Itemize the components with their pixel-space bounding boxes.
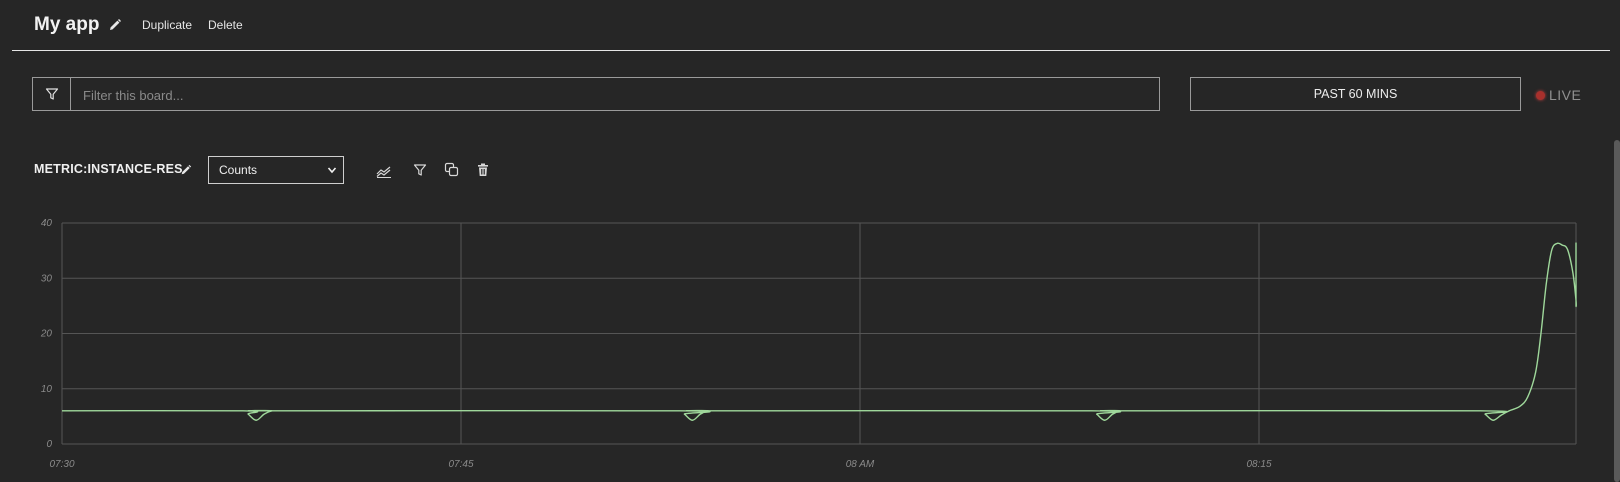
delete-button[interactable]: Delete: [208, 18, 243, 32]
live-label: LIVE: [1549, 87, 1582, 103]
metric-title: METRIC:INSTANCE-RES: [34, 162, 183, 176]
metric-line-chart: 0 10 20 30 40 07:30 07:45 08 AM 08:15: [40, 218, 1577, 470]
chart-type-icon[interactable]: [376, 164, 392, 183]
app-title: My app: [34, 14, 100, 35]
app-header: My app Duplicate Delete: [12, 0, 1610, 51]
aggregation-selected-value: Counts: [219, 163, 258, 177]
x-tick-label: 07:45: [448, 459, 473, 470]
y-tick-label: 20: [40, 329, 53, 340]
duplicate-icon[interactable]: [444, 162, 459, 182]
series-line: [61, 242, 1577, 421]
edit-title-icon[interactable]: [108, 18, 122, 37]
duplicate-button[interactable]: Duplicate: [142, 18, 193, 32]
time-range-label: PAST 60 MINS: [1313, 87, 1398, 101]
y-tick-label: 30: [41, 273, 53, 284]
metric-filter-icon[interactable]: [413, 163, 427, 182]
y-tick-label: 0: [46, 439, 52, 450]
chevron-down-icon: [327, 167, 337, 174]
trash-icon[interactable]: [477, 163, 489, 182]
board-filter: [32, 77, 1165, 112]
x-tick-label: 08 AM: [846, 459, 875, 470]
aggregation-select[interactable]: Counts: [208, 156, 344, 184]
filter-toggle-button[interactable]: [33, 78, 71, 110]
x-tick-label: 08:15: [1246, 459, 1271, 470]
edit-metric-icon[interactable]: [180, 163, 192, 181]
filter-icon: [45, 88, 58, 100]
board-filter-input[interactable]: [73, 78, 1165, 112]
x-tick-label: 07:30: [49, 459, 74, 470]
y-tick-label: 40: [41, 218, 53, 229]
live-dot-icon: [1536, 90, 1545, 100]
live-toggle[interactable]: LIVE: [1536, 87, 1581, 103]
page-scrollbar[interactable]: [1614, 140, 1620, 482]
time-range-button[interactable]: PAST 60 MINS: [1190, 77, 1521, 111]
y-tick-label: 10: [41, 384, 53, 395]
